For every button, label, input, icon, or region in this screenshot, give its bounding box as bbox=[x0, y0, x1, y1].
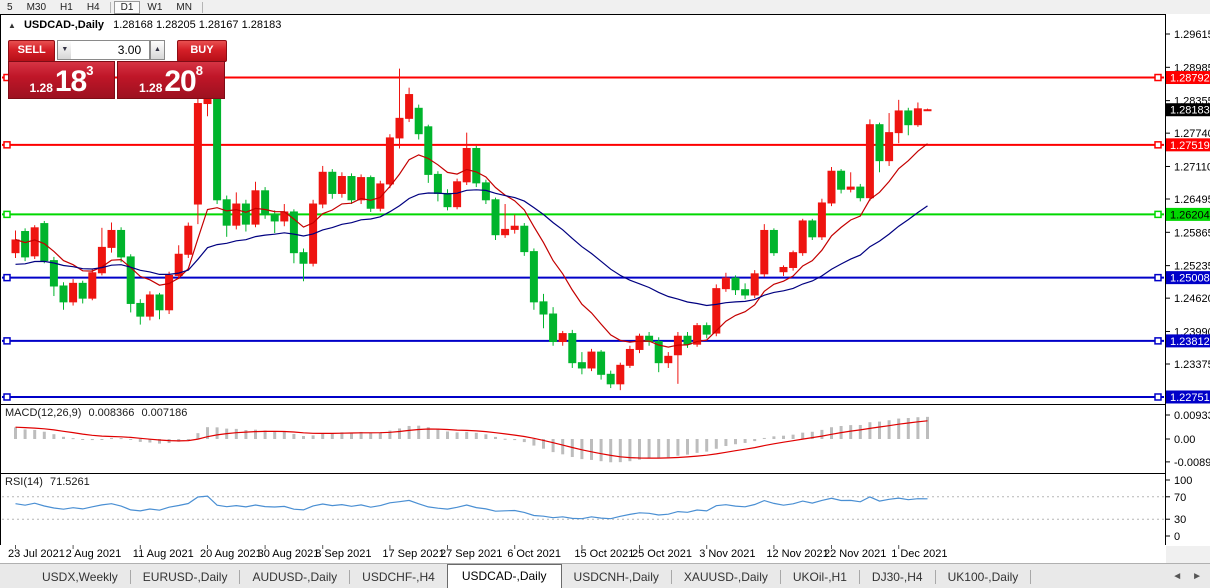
timeframe-mn[interactable]: MN bbox=[176, 1, 192, 13]
timeframe-h4[interactable]: H4 bbox=[86, 1, 100, 13]
timeframe-toolbar: 5 M30 H1 H4 D1 W1 MN bbox=[0, 0, 1210, 15]
chart-header: ▲ USDCAD-,Daily 1.28168 1.28205 1.28167 … bbox=[8, 19, 281, 31]
tab-xauusd-daily[interactable]: XAUUSD-,Daily bbox=[683, 569, 768, 584]
tab-separator bbox=[779, 569, 781, 584]
tab-usdcnh-daily[interactable]: USDCNH-,Daily bbox=[573, 569, 659, 584]
buy-button[interactable]: BUY bbox=[176, 40, 227, 62]
tab-usdcad-daily[interactable]: USDCAD-,Daily bbox=[446, 564, 562, 588]
macd-value-signal: 0.007186 bbox=[141, 407, 188, 419]
tab-separator bbox=[129, 569, 131, 584]
timeframe-m30[interactable]: M30 bbox=[26, 1, 47, 13]
tab-usdx-weekly[interactable]: USDX,Weekly bbox=[42, 569, 118, 584]
tab-eurusd-daily[interactable]: EURUSD-,Daily bbox=[142, 569, 228, 584]
volume-increase-icon[interactable]: ▲ bbox=[150, 40, 165, 60]
timeframe-m5[interactable]: 5 bbox=[7, 1, 13, 13]
ask-price-prefix: 1.28 bbox=[139, 81, 163, 95]
rsi-panel[interactable] bbox=[0, 473, 1166, 546]
tab-dj30-h4[interactable]: DJ30-,H4 bbox=[871, 569, 923, 584]
rsi-value: 71.5261 bbox=[49, 476, 90, 488]
ask-price-cell[interactable]: 1.28 20 8 bbox=[117, 61, 225, 99]
macd-name: MACD(12,26,9) bbox=[5, 407, 82, 419]
volume-input[interactable] bbox=[71, 40, 151, 60]
bid-price-point: 3 bbox=[86, 63, 94, 78]
bid-price-pips: 18 bbox=[54, 65, 87, 98]
tab-separator bbox=[934, 569, 936, 584]
tab-separator bbox=[670, 569, 672, 584]
macd-value-main: 0.008366 bbox=[88, 407, 135, 419]
tab-uk100-daily[interactable]: UK100-,Daily bbox=[947, 569, 1019, 584]
tabs-scroll-right-icon[interactable]: ► bbox=[1192, 571, 1202, 582]
time-axis[interactable] bbox=[0, 545, 1166, 563]
time-axis-background bbox=[0, 545, 1166, 563]
chart-ohlc-values: 1.28168 1.28205 1.28167 1.28183 bbox=[113, 19, 282, 31]
tab-separator bbox=[1030, 569, 1032, 584]
chart-symbol-title: USDCAD-,Daily bbox=[23, 19, 105, 31]
ask-price-pips: 20 bbox=[164, 65, 196, 98]
one-click-trade-panel: SELL ▼ ▲ BUY 1.28 18 3 1.28 20 8 bbox=[8, 40, 227, 100]
ask-price-point: 8 bbox=[195, 63, 203, 78]
bid-price-prefix: 1.28 bbox=[29, 81, 53, 95]
timeframe-d1[interactable]: D1 bbox=[113, 0, 141, 14]
symbol-tab-bar: USDX,Weekly EURUSD-,Daily AUDUSD-,Daily … bbox=[0, 563, 1210, 588]
volume-decrease-icon[interactable]: ▼ bbox=[57, 40, 72, 60]
tab-separator bbox=[858, 569, 860, 584]
toolbar-separator bbox=[109, 1, 111, 13]
toolbar-separator bbox=[201, 1, 203, 13]
tab-separator bbox=[239, 569, 241, 584]
tab-usdchf-h4[interactable]: USDCHF-,H4 bbox=[362, 569, 435, 584]
tab-ukoil-h1[interactable]: UKOil-,H1 bbox=[792, 569, 847, 584]
macd-label: MACD(12,26,9) 0.008366 0.007186 bbox=[5, 407, 191, 419]
sell-button[interactable]: SELL bbox=[8, 40, 56, 62]
rsi-name: RSI(14) bbox=[5, 476, 43, 488]
tabs-scroll-left-icon[interactable]: ◄ bbox=[1172, 571, 1183, 582]
timeframe-w1[interactable]: W1 bbox=[147, 1, 163, 13]
collapse-panel-icon[interactable]: ▲ bbox=[8, 21, 16, 30]
tab-separator bbox=[349, 569, 351, 584]
price-axis[interactable] bbox=[1166, 14, 1210, 546]
rsi-label: RSI(14) 71.5261 bbox=[5, 476, 94, 488]
bid-price-cell[interactable]: 1.28 18 3 bbox=[8, 61, 115, 99]
tab-audusd-daily[interactable]: AUDUSD-,Daily bbox=[252, 569, 338, 584]
timeframe-h1[interactable]: H1 bbox=[60, 1, 73, 13]
